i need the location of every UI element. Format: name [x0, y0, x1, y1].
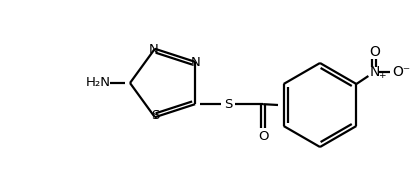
Text: S: S [151, 109, 159, 122]
Text: +: + [379, 72, 386, 80]
Text: N: N [369, 65, 379, 79]
Text: N: N [191, 56, 201, 69]
Text: O⁻: O⁻ [392, 65, 411, 79]
Text: H₂N: H₂N [86, 77, 111, 90]
Text: O: O [258, 130, 268, 143]
Text: N: N [149, 43, 159, 56]
Text: S: S [224, 98, 232, 111]
Text: O: O [369, 45, 380, 59]
